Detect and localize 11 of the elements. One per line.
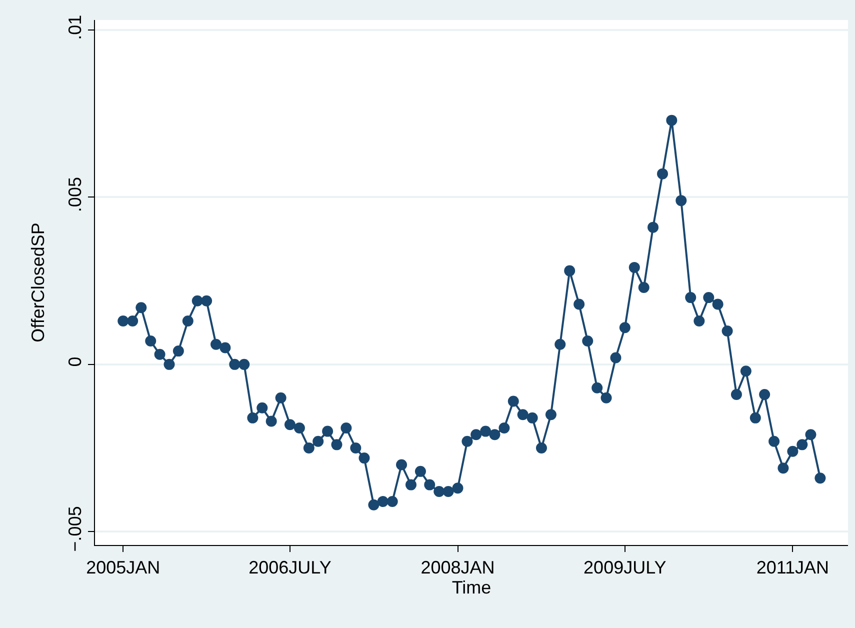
x-tick-label: 2005JAN — [86, 558, 160, 578]
y-axis-title: OfferClosedSP — [28, 222, 48, 342]
y-tick-label: −.005 — [64, 506, 85, 552]
y-tick-label: .005 — [64, 177, 85, 212]
x-tick-label: 2006JULY — [248, 558, 332, 578]
y-tick-label: .01 — [64, 14, 85, 40]
x-tick-label: 2011JAN — [756, 558, 830, 578]
x-tick-label: 2008JAN — [420, 558, 495, 578]
y-tick-label: 0 — [64, 356, 85, 367]
x-tick-label: 2009JULY — [584, 558, 666, 578]
x-axis-title: Time — [452, 578, 492, 598]
